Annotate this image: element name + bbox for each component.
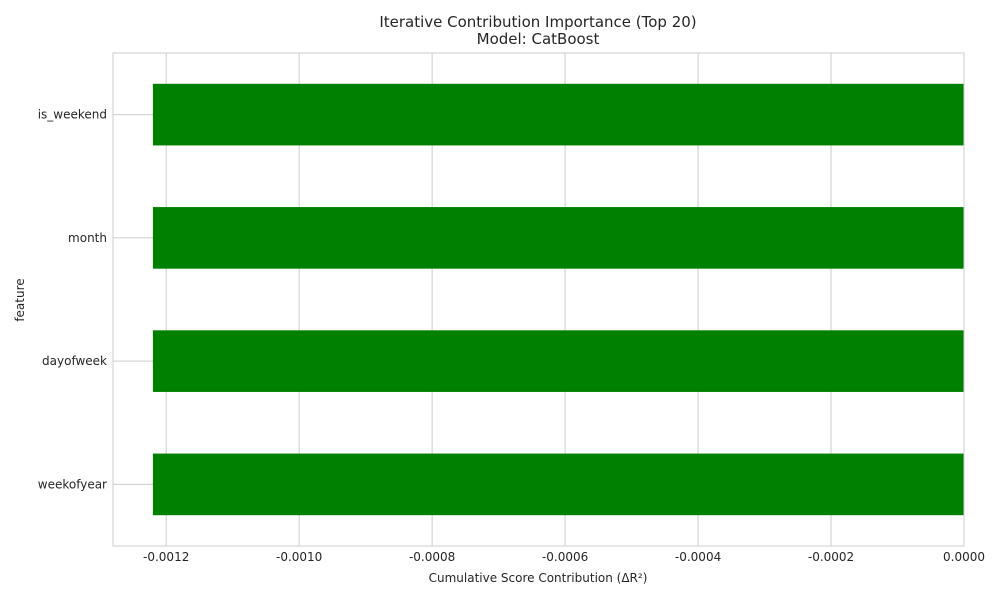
bar-layer [152,83,964,516]
y-tick-label: month [68,231,107,245]
x-tick-label: -0.0012 [143,550,189,564]
x-tick-label: -0.0006 [542,550,588,564]
bar-dayofweek [152,330,964,392]
x-tick-label: -0.0002 [808,550,854,564]
y-tick-label: dayofweek [42,354,107,368]
x-tick-label: -0.0010 [276,550,322,564]
chart-subtitle: Model: CatBoost [477,30,600,48]
y-tick-labels: weekofyear dayofweek month is_weekend [38,108,107,492]
x-tick-label: -0.0008 [409,550,455,564]
bar-weekofyear [152,453,964,516]
x-axis-label: Cumulative Score Contribution (ΔR²) [429,571,648,585]
y-axis-label: feature [13,278,27,321]
y-tick-label: weekofyear [38,477,107,491]
bar-is-weekend [152,83,964,146]
x-tick-label: 0.0000 [943,550,985,564]
x-tick-labels: -0.0012 -0.0010 -0.0008 -0.0006 -0.0004 -0.00… [143,550,985,564]
y-tick-label: is_weekend [38,108,107,122]
bar-month [152,207,964,269]
chart-title: Iterative Contribution Importance (Top 2… [379,13,696,31]
plot-frame [112,52,965,547]
x-tick-label: -0.0004 [675,550,721,564]
